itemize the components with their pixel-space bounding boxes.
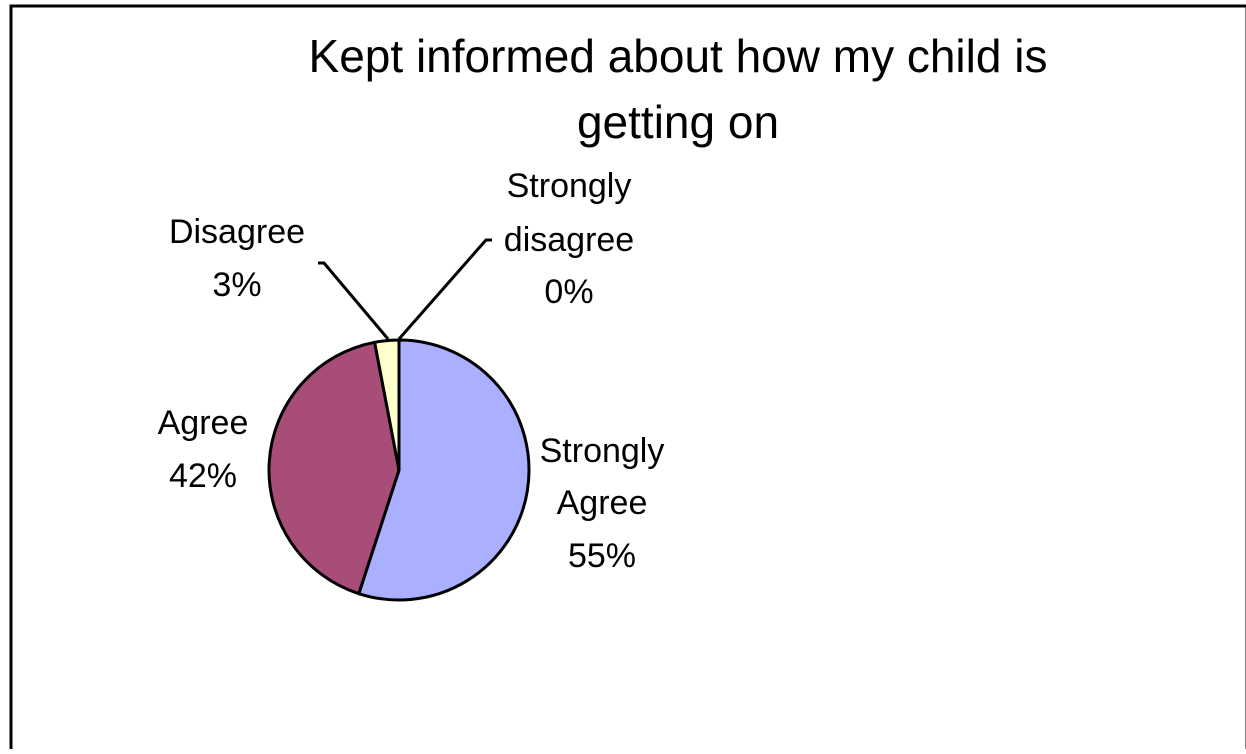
label-disagree-pct: 3% bbox=[212, 266, 261, 304]
label-strongly-agree-line-1: Strongly bbox=[540, 432, 665, 470]
label-strongly-agree-line-2: Agree bbox=[557, 484, 648, 522]
label-strongly-disagree-pct: 0% bbox=[544, 273, 593, 311]
chart-title-line-1: Kept informed about how my child is bbox=[309, 30, 1048, 82]
label-agree-pct: 42% bbox=[169, 457, 237, 495]
label-strongly-disagree-line-1: Strongly bbox=[507, 167, 632, 205]
pie-slices bbox=[267, 338, 531, 602]
leader-line-strongly-disagree bbox=[397, 238, 492, 340]
label-disagree-line-1: Disagree bbox=[169, 213, 305, 251]
label-strongly-agree-pct: 55% bbox=[568, 537, 636, 575]
chart-border bbox=[9, 4, 1246, 754]
pie-slice-agree bbox=[267, 340, 401, 596]
pie-slice-disagree bbox=[373, 338, 401, 472]
leader-line-disagree bbox=[318, 261, 390, 340]
label-agree-line-1: Agree bbox=[158, 404, 249, 442]
chart-title-line-2: getting on bbox=[577, 96, 779, 148]
pie-slice-strongly-agree bbox=[357, 338, 531, 602]
label-strongly-disagree-line-2: disagree bbox=[504, 221, 634, 259]
